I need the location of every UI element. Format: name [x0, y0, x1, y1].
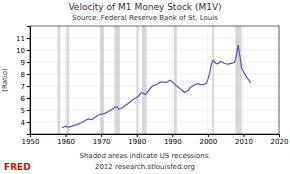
recession-band	[235, 26, 241, 134]
tick: 2020	[271, 134, 289, 146]
tick-label: 10	[16, 47, 25, 55]
tick-label: 1990	[164, 138, 182, 146]
tick: 1990	[164, 134, 182, 146]
annotation: 2012 research.stlouisfed.org	[95, 163, 195, 171]
tick-mark	[243, 134, 244, 137]
tick: 5	[21, 107, 30, 115]
tick: 1950	[22, 134, 40, 146]
tick: 9	[21, 59, 30, 67]
tick-label: 7	[21, 83, 25, 91]
tick-mark	[27, 86, 30, 87]
recession-band	[142, 26, 146, 134]
tick-label: 1950	[22, 138, 40, 146]
tick-label: 2010	[235, 138, 253, 146]
tick-label: 9	[21, 59, 25, 67]
tick: 1980	[128, 134, 146, 146]
tick-label: 2000	[199, 138, 217, 146]
tick: 1960	[57, 134, 75, 146]
tick: 10	[16, 47, 30, 55]
recession-band	[137, 26, 139, 134]
tick: 7	[21, 83, 30, 91]
tick-label: 11	[16, 35, 25, 43]
tick: 2000	[199, 134, 217, 146]
title: Velocity of M1 Money Stock (M1V)	[68, 2, 221, 12]
annotation: FRED	[4, 162, 31, 172]
tick-mark	[27, 98, 30, 99]
tick-label: 5	[21, 107, 25, 115]
tick-label: 8	[21, 71, 25, 79]
annotation: Shaded areas indicate US recessions.	[79, 152, 210, 160]
tick-mark	[27, 74, 30, 75]
tick-mark	[27, 122, 30, 123]
recession-band	[58, 26, 61, 134]
tick-label: 1960	[57, 138, 75, 146]
tick-mark	[27, 62, 30, 63]
tick: 2010	[235, 134, 253, 146]
chart: 1950 1960 1970 1980 1990 2000 2010 2020 4 5 6 7 8 9 10…	[0, 0, 290, 174]
tick-mark	[66, 134, 67, 137]
tick-label: 1980	[128, 138, 146, 146]
tick-mark	[27, 110, 30, 111]
recession-band	[100, 26, 104, 134]
tick-label: 4	[21, 119, 26, 127]
line	[62, 45, 251, 128]
tick: 8	[21, 71, 30, 79]
tick-mark	[27, 50, 30, 51]
tick: 11	[16, 35, 30, 43]
tick-label: 1970	[93, 138, 111, 146]
subtitle: Source: Federal Reserve Bank of St. Loui…	[72, 14, 218, 22]
recession-band	[212, 26, 214, 134]
grid-line-x	[243, 26, 244, 134]
y-axis: 4 5 6 7 8 9 10 11	[16, 27, 30, 135]
axis-line	[31, 135, 280, 138]
tick-mark	[137, 134, 138, 137]
tick-mark	[208, 134, 209, 137]
axis-line	[27, 27, 31, 135]
x-axis: 1950 1960 1970 1980 1990 2000 2010 2020	[22, 134, 289, 146]
tick: 6	[21, 95, 30, 103]
recession-band	[174, 26, 177, 134]
recession-band	[66, 26, 69, 134]
tick-mark	[172, 134, 173, 137]
tick-label: 6	[21, 95, 26, 103]
tick: 1970	[93, 134, 111, 146]
tick-mark	[27, 38, 30, 39]
grid-line-x	[65, 26, 66, 134]
tick-label: 2020	[271, 138, 289, 146]
tick: 4	[21, 119, 30, 127]
plot-frame	[30, 26, 279, 134]
y-axis-label: (Ratio)	[1, 68, 9, 92]
grid	[30, 26, 279, 134]
tick-mark	[279, 134, 280, 137]
recession-band	[114, 26, 119, 134]
plot-area	[58, 26, 251, 134]
grid-line-x	[172, 26, 173, 134]
tick-mark	[101, 134, 102, 137]
